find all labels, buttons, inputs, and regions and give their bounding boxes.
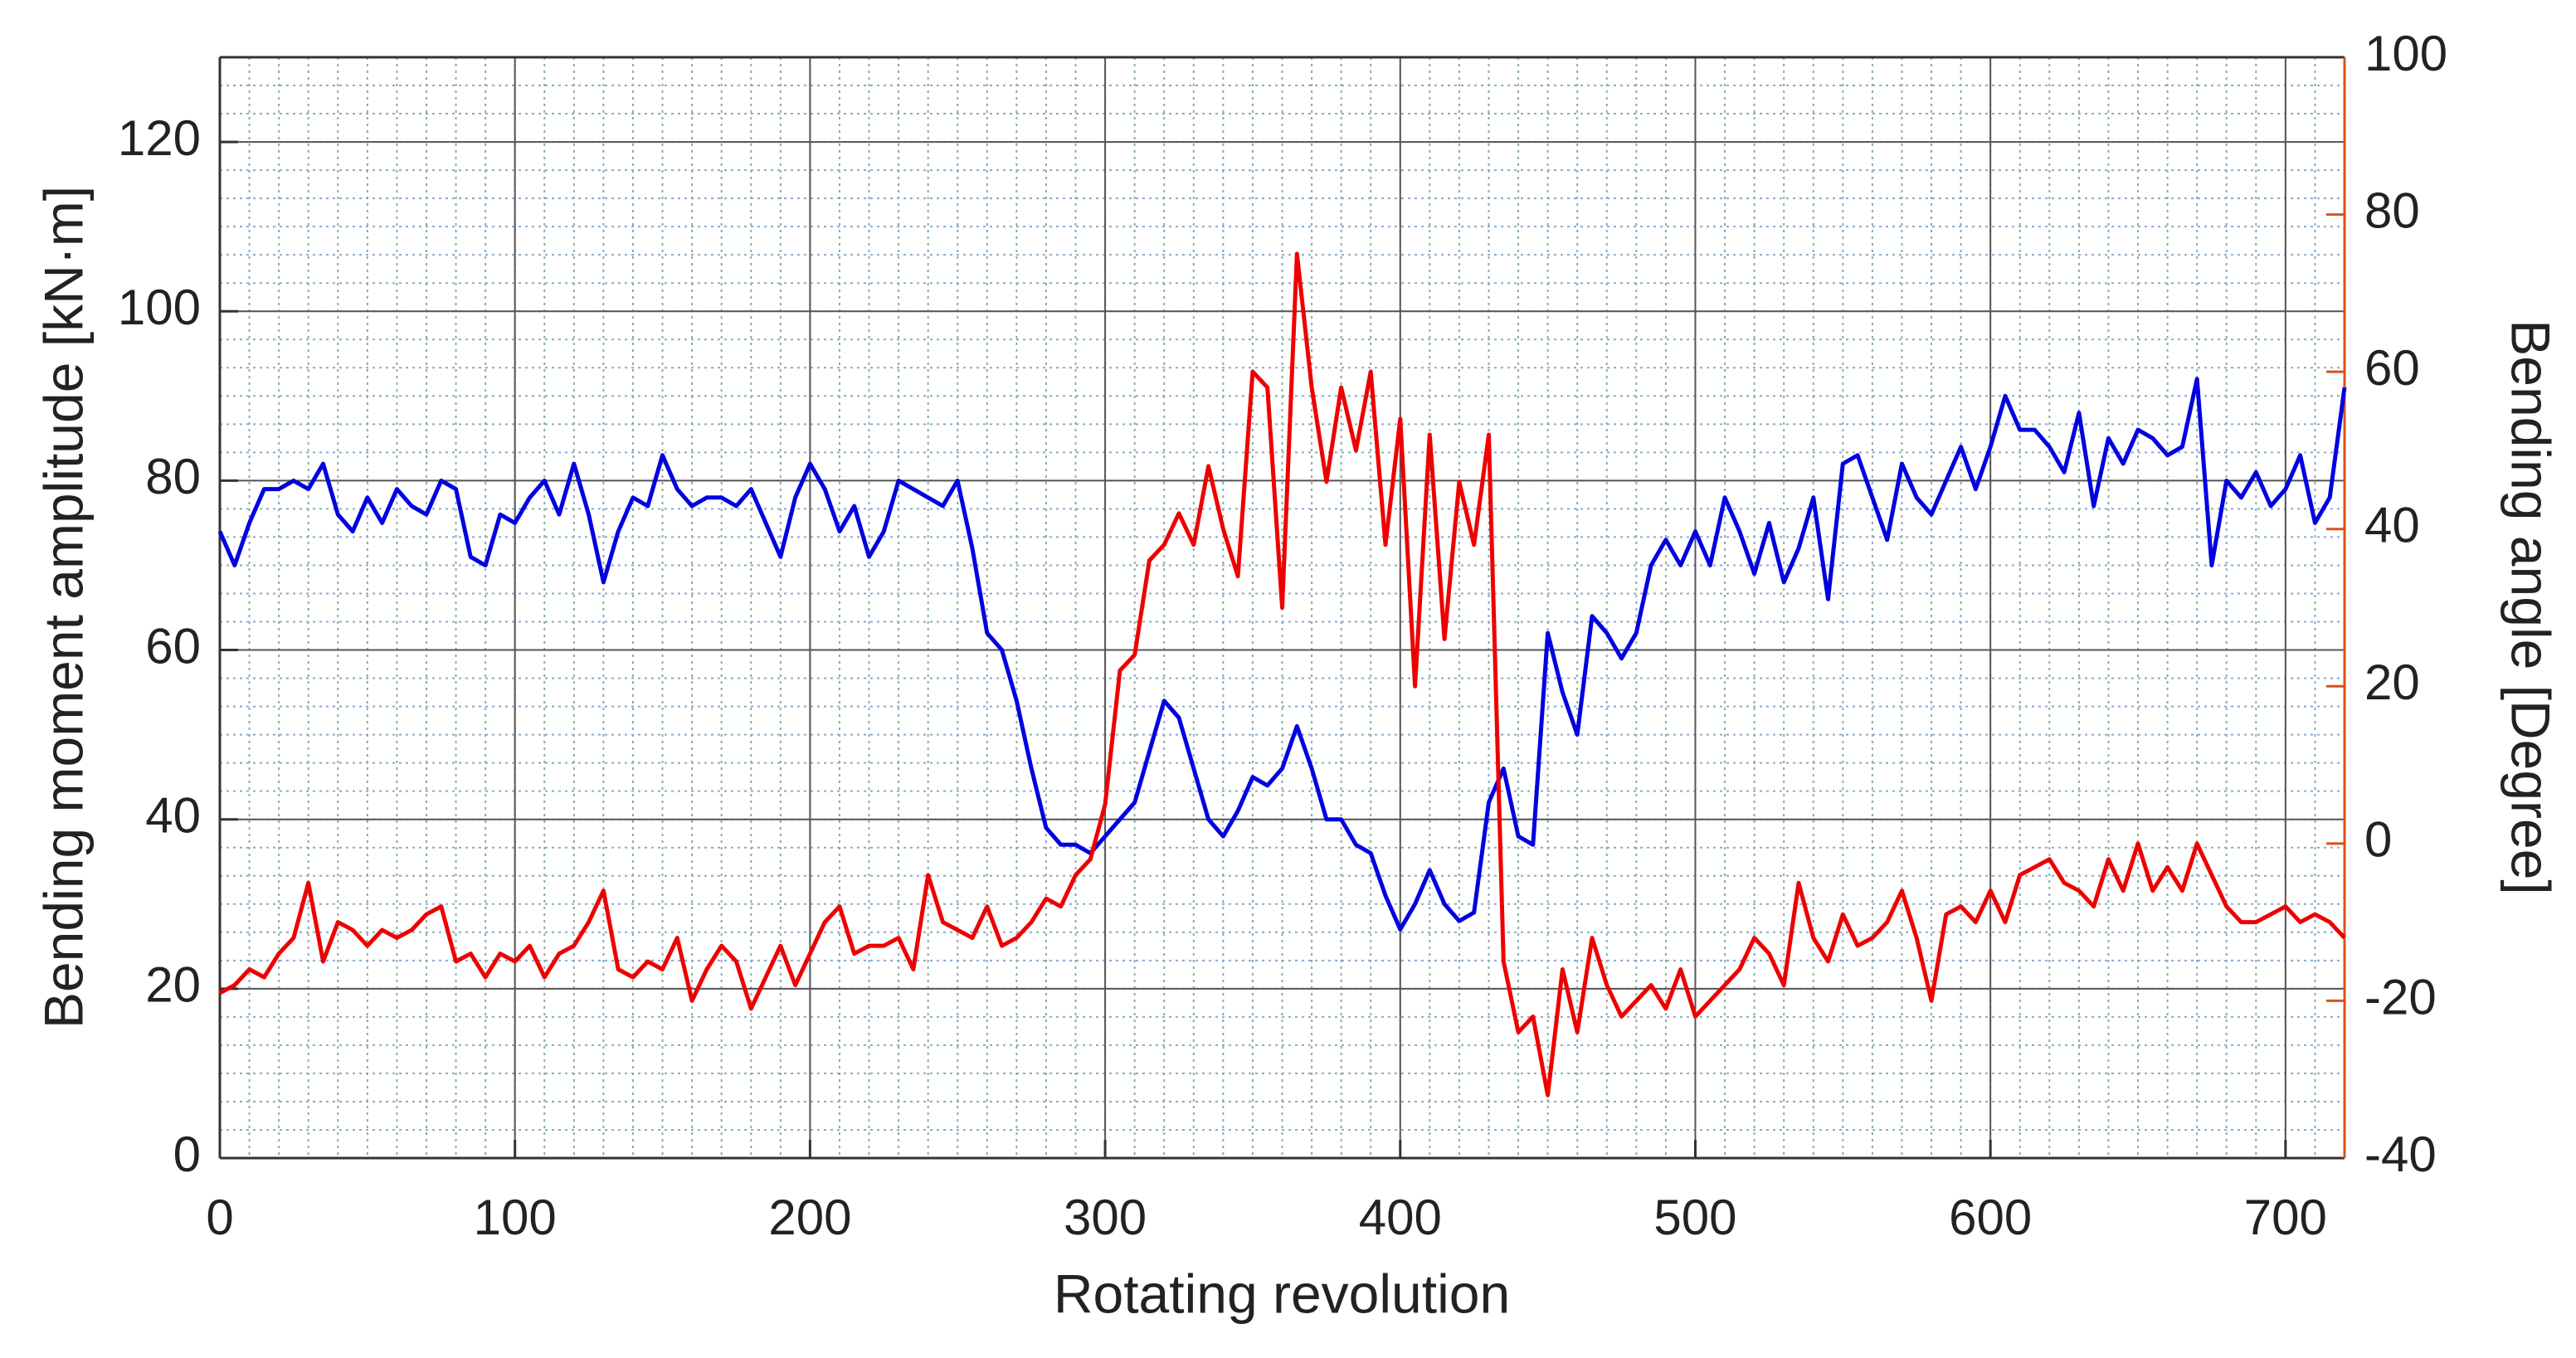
- y-tick-label: 20: [145, 957, 201, 1013]
- y-tick-label: 120: [118, 110, 201, 166]
- x-tick-label: 0: [206, 1190, 233, 1245]
- x-tick-label: 700: [2244, 1190, 2327, 1245]
- y-tick-label: 40: [145, 788, 201, 844]
- y-tick-label: 100: [118, 280, 201, 335]
- x-tick-label: 500: [1653, 1190, 1736, 1245]
- series-line: [217, 377, 2347, 932]
- y2-tick-label: 20: [2364, 655, 2420, 710]
- y-tick-label: 0: [173, 1127, 201, 1182]
- x-tick-label: 600: [1949, 1190, 2032, 1245]
- y2-tick-label: 0: [2364, 812, 2392, 868]
- x-tick-label: 400: [1359, 1190, 1442, 1245]
- y2-axis-label: Bending angle [Degree]: [2501, 319, 2562, 895]
- y2-tick-label: 60: [2364, 340, 2420, 396]
- y2-tick-label: 40: [2364, 498, 2420, 553]
- series-line: [218, 251, 2346, 1098]
- y-tick-label: 80: [145, 449, 201, 504]
- y2-tick-label: -20: [2364, 969, 2437, 1025]
- x-tick-label: 100: [474, 1190, 557, 1245]
- x-axis-label: Rotating revolution: [1054, 1263, 1510, 1324]
- y2-tick-label: 100: [2364, 26, 2447, 81]
- x-tick-label: 200: [768, 1190, 851, 1245]
- y2-tick-label: -40: [2364, 1127, 2437, 1182]
- y2-tick-label: 80: [2364, 183, 2420, 238]
- x-tick-label: 300: [1064, 1190, 1147, 1245]
- y-axis-label: Bending moment amplitude [kN·m]: [32, 186, 94, 1029]
- y-tick-label: 60: [145, 618, 201, 674]
